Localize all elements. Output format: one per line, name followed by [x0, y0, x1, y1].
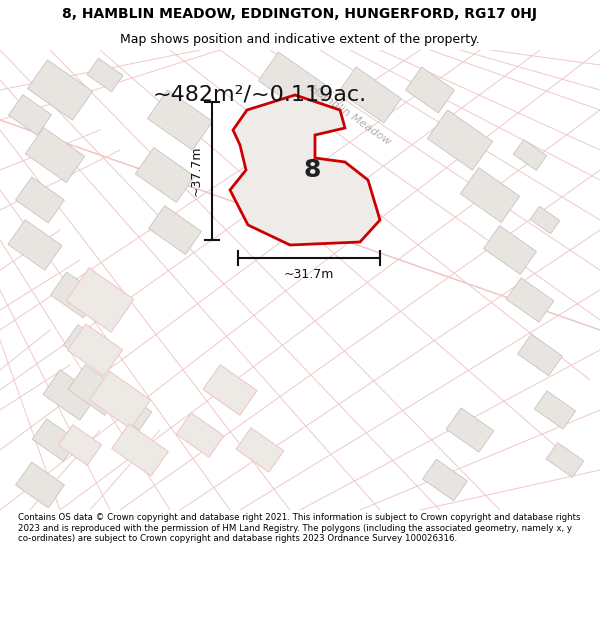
- Text: ~31.7m: ~31.7m: [284, 268, 334, 281]
- Polygon shape: [230, 95, 380, 245]
- Polygon shape: [89, 371, 151, 429]
- Text: Hamblin Meadow: Hamblin Meadow: [308, 83, 392, 147]
- Polygon shape: [16, 462, 64, 508]
- Polygon shape: [64, 325, 107, 365]
- Polygon shape: [176, 413, 224, 457]
- Polygon shape: [427, 110, 493, 170]
- Polygon shape: [8, 95, 52, 135]
- Polygon shape: [108, 390, 152, 430]
- Polygon shape: [535, 391, 575, 429]
- Text: 8, HAMBLIN MEADOW, EDDINGTON, HUNGERFORD, RG17 0HJ: 8, HAMBLIN MEADOW, EDDINGTON, HUNGERFORD…: [62, 7, 538, 21]
- Text: ~37.7m: ~37.7m: [190, 146, 203, 196]
- Polygon shape: [148, 90, 212, 150]
- Polygon shape: [530, 206, 560, 234]
- Polygon shape: [422, 459, 467, 501]
- Polygon shape: [514, 139, 547, 171]
- Polygon shape: [460, 168, 520, 222]
- Polygon shape: [112, 424, 168, 476]
- Polygon shape: [136, 148, 194, 202]
- Polygon shape: [28, 60, 92, 120]
- Polygon shape: [32, 419, 78, 461]
- Text: Map shows position and indicative extent of the property.: Map shows position and indicative extent…: [120, 32, 480, 46]
- Polygon shape: [518, 334, 562, 376]
- Polygon shape: [25, 127, 85, 182]
- Polygon shape: [484, 226, 536, 274]
- Polygon shape: [339, 67, 401, 123]
- Polygon shape: [236, 428, 284, 472]
- Polygon shape: [506, 278, 554, 322]
- Text: Contains OS data © Crown copyright and database right 2021. This information is : Contains OS data © Crown copyright and d…: [18, 514, 581, 543]
- Polygon shape: [43, 370, 97, 420]
- Polygon shape: [58, 425, 101, 465]
- Polygon shape: [546, 442, 584, 478]
- Polygon shape: [16, 177, 64, 223]
- Text: 8: 8: [303, 158, 320, 182]
- Polygon shape: [149, 206, 202, 254]
- Polygon shape: [446, 408, 494, 452]
- Text: ~482m²/~0.119ac.: ~482m²/~0.119ac.: [153, 85, 367, 105]
- Polygon shape: [67, 324, 122, 376]
- Polygon shape: [259, 52, 332, 118]
- Polygon shape: [406, 67, 454, 113]
- Polygon shape: [68, 365, 122, 415]
- Polygon shape: [50, 272, 100, 318]
- Polygon shape: [8, 220, 62, 270]
- Polygon shape: [203, 365, 257, 415]
- Polygon shape: [66, 268, 134, 332]
- Polygon shape: [87, 58, 123, 92]
